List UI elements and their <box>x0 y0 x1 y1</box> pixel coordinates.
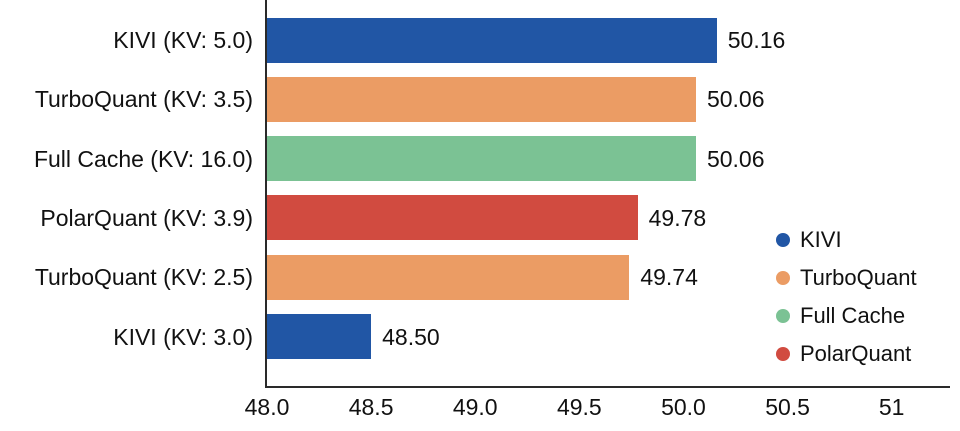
bar <box>267 314 372 359</box>
category-label: Full Cache (KV: 16.0) <box>33 145 253 172</box>
legend-swatch <box>776 271 790 285</box>
x-tick-label: 48.0 <box>244 394 290 420</box>
legend-label: KIVI <box>800 227 842 252</box>
x-axis-line <box>265 386 950 388</box>
x-tick-label: 50.0 <box>661 394 706 420</box>
value-label: 49.78 <box>648 204 707 231</box>
value-label: 50.06 <box>706 86 765 113</box>
bar <box>267 76 696 122</box>
legend-label: PolarQuant <box>800 341 912 366</box>
x-tick-label: 49.0 <box>452 394 498 420</box>
legend-item: KIVI <box>776 221 917 259</box>
category-label: TurboQuant (KV: 3.5) <box>34 86 253 113</box>
category-label: KIVI (KV: 5.0) <box>113 27 253 53</box>
legend-item: PolarQuant <box>776 335 917 373</box>
value-label: 48.50 <box>382 323 440 350</box>
x-tick-label: 49.5 <box>556 394 602 420</box>
x-tick-label: 51 <box>878 394 905 420</box>
legend-label: Full Cache <box>800 303 906 328</box>
y-axis-line <box>265 0 267 388</box>
legend-swatch <box>776 347 790 361</box>
bar <box>267 254 630 300</box>
x-tick-label: 48.5 <box>348 394 394 420</box>
legend-label: TurboQuant <box>800 265 917 290</box>
value-label: 50.16 <box>727 27 786 53</box>
category-label: TurboQuant (KV: 2.5) <box>34 264 253 291</box>
legend: KIVI TurboQuant Full Cache PolarQuant <box>776 221 917 373</box>
category-label: KIVI (KV: 3.0) <box>113 323 253 350</box>
x-tick-label: 50.5 <box>765 394 810 420</box>
bar <box>267 195 638 241</box>
bar <box>267 136 696 182</box>
legend-item: Full Cache <box>776 297 917 335</box>
legend-item: TurboQuant <box>776 259 917 297</box>
value-label: 49.74 <box>640 264 698 291</box>
bar <box>267 17 717 63</box>
legend-swatch <box>776 233 790 247</box>
value-label: 50.06 <box>706 145 765 172</box>
category-label: PolarQuant (KV: 3.9) <box>40 204 253 231</box>
legend-swatch <box>776 309 790 323</box>
